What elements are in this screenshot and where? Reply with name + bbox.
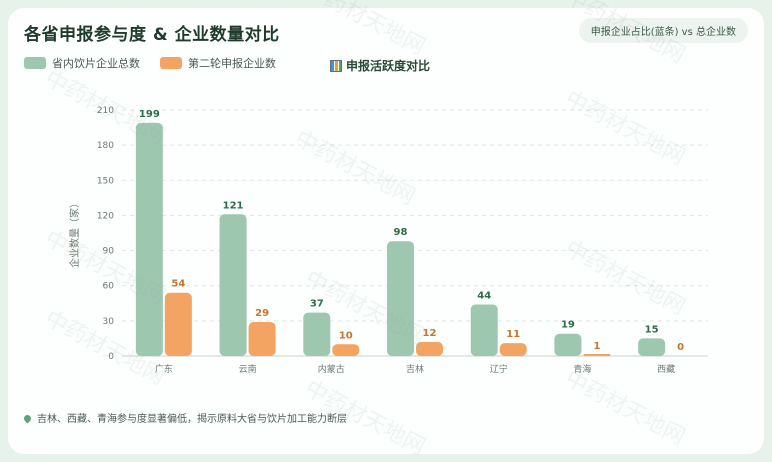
bar-chart-icon (330, 60, 342, 72)
x-tick-label: 广东 (155, 363, 173, 375)
chart-title-text: 申报活跃度对比 (346, 59, 431, 73)
y-tick-label: 150 (97, 176, 114, 186)
data-label: 37 (310, 299, 324, 310)
data-label: 121 (223, 200, 244, 211)
data-label: 44 (477, 290, 491, 301)
legend-label-total: 省内饮片企业总数 (52, 57, 140, 70)
x-tick-label: 吉林 (406, 363, 424, 375)
data-label: 15 (645, 324, 659, 335)
chart-title: 申报活跃度对比 (330, 57, 430, 74)
data-label: 54 (171, 279, 185, 290)
data-label: 12 (423, 328, 437, 339)
x-tick-label: 内蒙古 (318, 363, 345, 375)
data-label: 11 (506, 329, 520, 340)
bar-applied (332, 344, 360, 356)
x-tick-label: 云南 (239, 363, 257, 375)
bar-total (554, 333, 582, 356)
legend-label-applied: 第二轮申报企业数 (188, 57, 276, 70)
bar-total (387, 241, 414, 356)
legend-swatch-total (24, 57, 46, 69)
y-tick-label: 30 (103, 317, 115, 327)
bar-applied (499, 343, 527, 356)
y-tick-label: 90 (103, 247, 115, 257)
page-title: 各省申报参与度 & 企业数量对比 (24, 25, 280, 45)
footnote-text: 吉林、西藏、青海参与度显著偏低，揭示原料大省与饮片加工能力断层 (37, 414, 347, 425)
bar-applied (248, 322, 276, 356)
y-tick-label: 180 (97, 141, 114, 151)
data-label: 98 (394, 227, 408, 238)
ratio-toggle-badge[interactable]: 申报企业占比(蓝条) vs 总企业数 (578, 18, 748, 43)
y-tick-label: 210 (97, 106, 114, 116)
legend: 省内饮片企业总数 第二轮申报企业数 (24, 55, 276, 71)
data-label: 19 (561, 320, 575, 331)
data-label: 10 (339, 330, 353, 341)
legend-item-applied[interactable]: 第二轮申报企业数 (160, 55, 276, 71)
data-label: 1 (593, 341, 600, 352)
bar-total (638, 338, 666, 356)
bar-total (219, 214, 247, 356)
x-tick-label: 青海 (573, 363, 591, 375)
bar-applied (416, 341, 443, 356)
x-tick-label: 西藏 (657, 363, 675, 375)
bar-applied (583, 354, 611, 356)
bar-total (470, 304, 498, 356)
location-pin-icon (22, 413, 33, 424)
bar-total (135, 122, 163, 356)
y-tick-label: 0 (108, 352, 114, 362)
y-axis-label: 企业数量（家） (68, 198, 81, 268)
footnote: 吉林、西藏、青海参与度显著偏低，揭示原料大省与饮片加工能力断层 (22, 410, 347, 425)
chart-card (8, 8, 764, 454)
data-label: 29 (255, 308, 269, 319)
y-tick-label: 120 (97, 211, 114, 221)
data-label: 0 (677, 342, 684, 353)
data-label: 199 (139, 109, 160, 120)
x-tick-label: 辽宁 (490, 363, 508, 375)
y-tick-label: 60 (103, 282, 115, 292)
bar-total (303, 312, 331, 356)
bar-applied (164, 292, 192, 356)
legend-swatch-applied (160, 57, 182, 69)
legend-item-total[interactable]: 省内饮片企业总数 (24, 55, 140, 71)
